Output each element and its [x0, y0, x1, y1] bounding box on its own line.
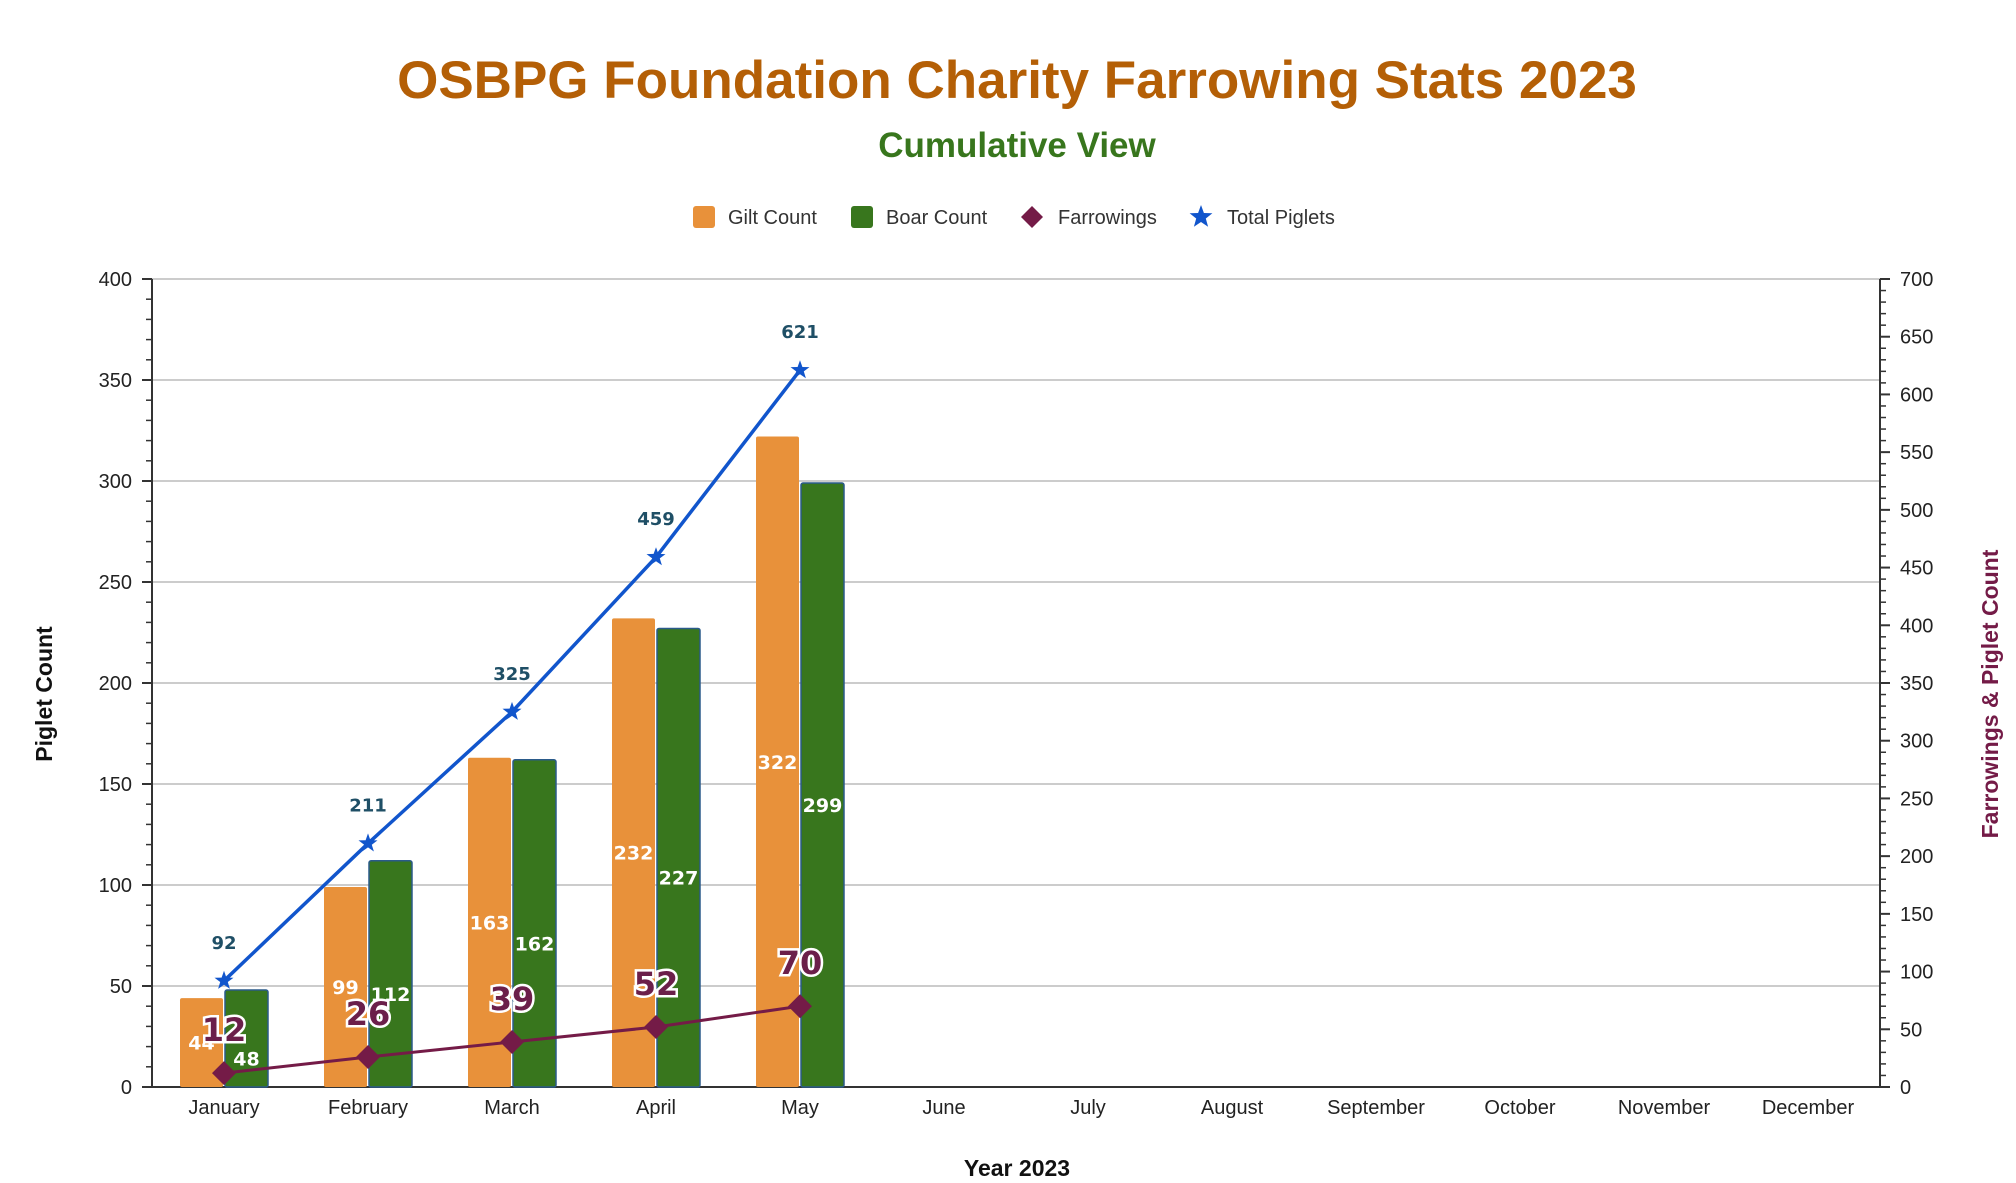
- y-tick-label: 100: [99, 875, 132, 897]
- y-tick-label: 350: [99, 370, 132, 392]
- legend-label-gilt: Gilt Count: [728, 207, 817, 229]
- x-tick-label: July: [1070, 1097, 1106, 1119]
- x-tick-label: March: [484, 1097, 540, 1119]
- bar-value-label: 232: [614, 843, 654, 865]
- x-tick-label: June: [922, 1097, 965, 1119]
- y2-tick-label: 200: [1900, 846, 1933, 868]
- total-piglets-point: [214, 970, 234, 989]
- bar-value-label: 48: [233, 1049, 259, 1071]
- y-tick-label: 250: [99, 572, 132, 594]
- farrowings-point: [356, 1044, 380, 1069]
- y2-tick-label: 150: [1900, 904, 1933, 926]
- y-tick-label: 300: [99, 471, 132, 493]
- y-tick-label: 200: [99, 673, 132, 695]
- legend-label-total-piglets: Total Piglets: [1227, 207, 1335, 229]
- axes: 0 50 100 150 200 250 300 350 400 0 50 100 150 200 250 3…: [99, 269, 1934, 1119]
- y2-tick-label: 100: [1900, 962, 1933, 984]
- y2-axis-title: Farrowings & Piglet Count: [1977, 549, 2003, 838]
- total-piglets-point: [358, 833, 378, 852]
- legend-label-boar: Boar Count: [886, 207, 988, 229]
- total-piglets-label: 92: [211, 933, 236, 954]
- bar-value-label: 44: [188, 1033, 214, 1055]
- chart-title: OSBPG Foundation Charity Farrowing Stats…: [397, 51, 1637, 110]
- y2-tick-label: 650: [1900, 327, 1933, 349]
- bar-gilt: [756, 436, 799, 1087]
- chart-subtitle: Cumulative View: [878, 126, 1156, 165]
- x-tick-label: August: [1201, 1097, 1264, 1119]
- legend-star-icon: [1189, 205, 1213, 227]
- legend: Gilt Count Boar Count Farrowings Total P…: [693, 205, 1335, 229]
- bars: [180, 436, 845, 1088]
- farrowings-label: 70: [778, 944, 823, 982]
- x-tick-label: December: [1762, 1097, 1855, 1119]
- y-tick-label: 400: [99, 269, 132, 291]
- farrowings-label: 39: [490, 980, 535, 1018]
- bar-value-label: 163: [470, 912, 510, 934]
- y-tick-label: 0: [121, 1077, 132, 1099]
- total-piglets-point: [790, 360, 810, 379]
- y2-tick-label: 250: [1900, 788, 1933, 810]
- x-tick-label: April: [636, 1097, 676, 1119]
- legend-swatch-boar: [851, 206, 873, 228]
- farrowings-point: [788, 994, 812, 1019]
- bar-boar: [512, 759, 557, 1088]
- series-lines: [212, 360, 812, 1086]
- bar-value-label: 322: [758, 752, 798, 774]
- farrowings-point: [212, 1061, 236, 1086]
- bar-boar: [800, 482, 845, 1088]
- y2-tick-label: 500: [1900, 500, 1933, 522]
- x-axis-title: Year 2023: [964, 1155, 1070, 1181]
- y-tick-label: 150: [99, 774, 132, 796]
- x-tick-label: November: [1618, 1097, 1711, 1119]
- x-tick-label: October: [1484, 1097, 1555, 1119]
- total-piglets-label: 325: [493, 664, 531, 685]
- x-tick-label: May: [781, 1097, 819, 1119]
- legend-swatch-gilt: [693, 206, 715, 228]
- y-tick-label: 50: [110, 976, 132, 998]
- total-piglets-point: [502, 701, 522, 720]
- y2-tick-label: 50: [1900, 1019, 1922, 1041]
- bar-gilt: [324, 887, 367, 1087]
- y2-tick-label: 550: [1900, 442, 1933, 464]
- x-tick-label: September: [1327, 1097, 1425, 1119]
- farrowings-point: [644, 1014, 668, 1039]
- y-axis-title: Piglet Count: [31, 626, 57, 762]
- y2-tick-label: 450: [1900, 558, 1933, 580]
- bar-boar: [224, 989, 269, 1088]
- x-tick-label: February: [328, 1097, 408, 1119]
- bar-value-label: 299: [803, 795, 843, 817]
- y2-tick-label: 0: [1900, 1077, 1911, 1099]
- x-tick-label: January: [188, 1097, 259, 1119]
- bar-value-label: 227: [659, 868, 699, 890]
- total-piglets-label: 211: [349, 795, 387, 816]
- bar-value-label: 112: [371, 984, 411, 1006]
- bar-value-label: 162: [515, 933, 555, 955]
- farrowings-label: 26: [346, 995, 391, 1033]
- y2-tick-label: 350: [1900, 673, 1933, 695]
- y2-tick-label: 700: [1900, 269, 1933, 291]
- y2-tick-label: 400: [1900, 615, 1933, 637]
- farrowings-label: 52: [634, 965, 679, 1003]
- bar-gilt: [612, 618, 655, 1087]
- bar-gilt: [180, 998, 223, 1087]
- bar-boar: [656, 627, 701, 1088]
- y2-tick-label: 600: [1900, 384, 1933, 406]
- gridlines: [152, 278, 1880, 987]
- bar-value-label: 99: [332, 977, 358, 999]
- legend-label-farrowings: Farrowings: [1058, 207, 1157, 229]
- total-piglets-point: [646, 547, 666, 566]
- legend-diamond-icon: [1021, 206, 1043, 228]
- total-piglets-label: 621: [781, 322, 819, 343]
- bar-boar: [368, 860, 413, 1088]
- total-piglets-label: 459: [637, 509, 675, 530]
- farrowings-point: [500, 1029, 524, 1054]
- farrowings-label: 12: [202, 1011, 247, 1049]
- bar-gilt: [468, 757, 511, 1087]
- y2-tick-label: 300: [1900, 731, 1933, 753]
